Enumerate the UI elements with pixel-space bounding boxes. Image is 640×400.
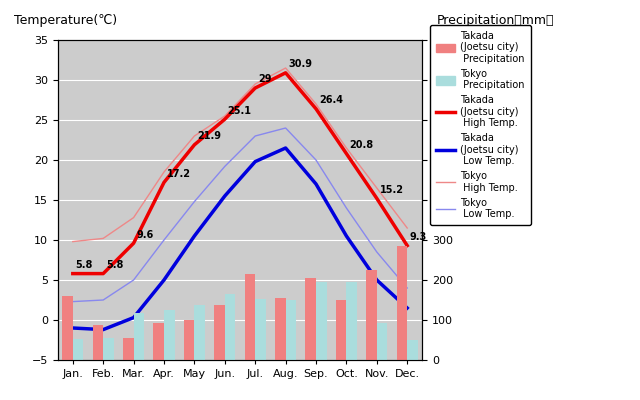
Bar: [336, 300, 346, 360]
Text: 29: 29: [258, 74, 271, 84]
Text: 15.2: 15.2: [380, 185, 404, 195]
Bar: [164, 310, 175, 360]
Bar: [134, 313, 144, 360]
Bar: [255, 299, 266, 360]
Bar: [305, 278, 316, 360]
Text: 21.9: 21.9: [197, 131, 221, 141]
Bar: [214, 305, 225, 360]
Text: 17.2: 17.2: [167, 169, 191, 179]
Bar: [366, 270, 377, 360]
Bar: [195, 305, 205, 360]
Bar: [123, 338, 134, 360]
Bar: [397, 246, 407, 360]
Text: 5.8: 5.8: [76, 260, 93, 270]
Bar: [154, 323, 164, 360]
Text: 26.4: 26.4: [319, 95, 343, 105]
Bar: [62, 296, 73, 360]
Bar: [225, 294, 236, 360]
Bar: [275, 298, 285, 360]
Bar: [346, 282, 357, 360]
Bar: [285, 300, 296, 360]
Text: 30.9: 30.9: [289, 59, 312, 69]
Bar: [93, 325, 103, 360]
Text: 9.6: 9.6: [136, 230, 154, 240]
Text: Precipitation（mm）: Precipitation（mm）: [437, 14, 554, 27]
Bar: [377, 323, 387, 360]
Text: Temperature(℃): Temperature(℃): [14, 14, 117, 27]
Legend: Takada
(Joetsu city)
 Precipitation, Tokyo
 Precipitation, Takada
(Joetsu city)
: Takada (Joetsu city) Precipitation, Toky…: [430, 25, 531, 225]
Text: 25.1: 25.1: [228, 106, 252, 116]
Text: 20.8: 20.8: [349, 140, 373, 150]
Bar: [244, 274, 255, 360]
Bar: [184, 320, 195, 360]
Bar: [407, 340, 418, 360]
Bar: [73, 339, 83, 360]
Bar: [103, 338, 114, 360]
Text: 5.8: 5.8: [106, 260, 124, 270]
Text: 9.3: 9.3: [410, 232, 428, 242]
Bar: [316, 282, 326, 360]
